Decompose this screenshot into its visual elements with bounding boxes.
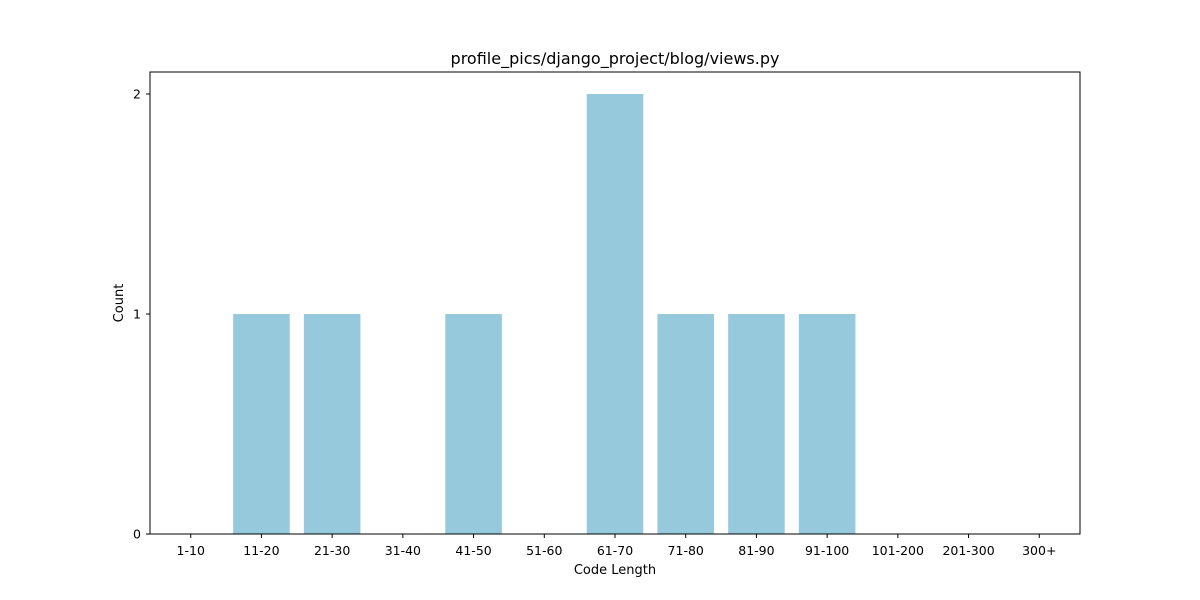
- plot-frame: [149, 71, 1081, 535]
- y-axis-ticks: 0 1 2: [133, 87, 150, 542]
- x-tick-label: 21-30: [314, 543, 350, 558]
- bar-91-100: [798, 314, 856, 534]
- chart-title: profile_pics/django_project/blog/views.p…: [451, 49, 780, 69]
- x-tick-label: 91-100: [805, 543, 849, 558]
- x-tick-label: 61-70: [597, 543, 633, 558]
- bar-41-50: [445, 314, 502, 534]
- x-tick-label: 31-40: [385, 543, 421, 558]
- x-tick-label: 11-20: [243, 543, 279, 558]
- x-tick-label: 71-80: [668, 543, 704, 558]
- bars-group: [233, 94, 856, 534]
- y-tick-label: 2: [133, 87, 141, 102]
- x-tick-label: 1-10: [177, 543, 205, 558]
- bar-11-20: [233, 314, 290, 534]
- x-tick-label: 51-60: [526, 543, 562, 558]
- y-tick-label: 1: [133, 307, 141, 322]
- bar-71-80: [657, 314, 714, 534]
- y-axis-label: Count: [112, 284, 127, 323]
- bar-81-90: [728, 314, 785, 534]
- bar-61-70: [586, 94, 644, 534]
- x-tick-label: 41-50: [455, 543, 491, 558]
- x-tick-label: 201-300: [942, 543, 994, 558]
- x-tick-label: 300+: [1022, 543, 1056, 558]
- y-tick-label: 0: [133, 527, 141, 542]
- x-tick-label: 81-90: [738, 543, 774, 558]
- x-tick-label: 101-200: [872, 543, 924, 558]
- x-axis-ticks: 1-10 11-20 21-30 31-40 41-50 51-60 61-70 71-80 8…: [177, 534, 1056, 558]
- bar-21-30: [303, 314, 361, 534]
- x-axis-label: Code Length: [574, 563, 656, 578]
